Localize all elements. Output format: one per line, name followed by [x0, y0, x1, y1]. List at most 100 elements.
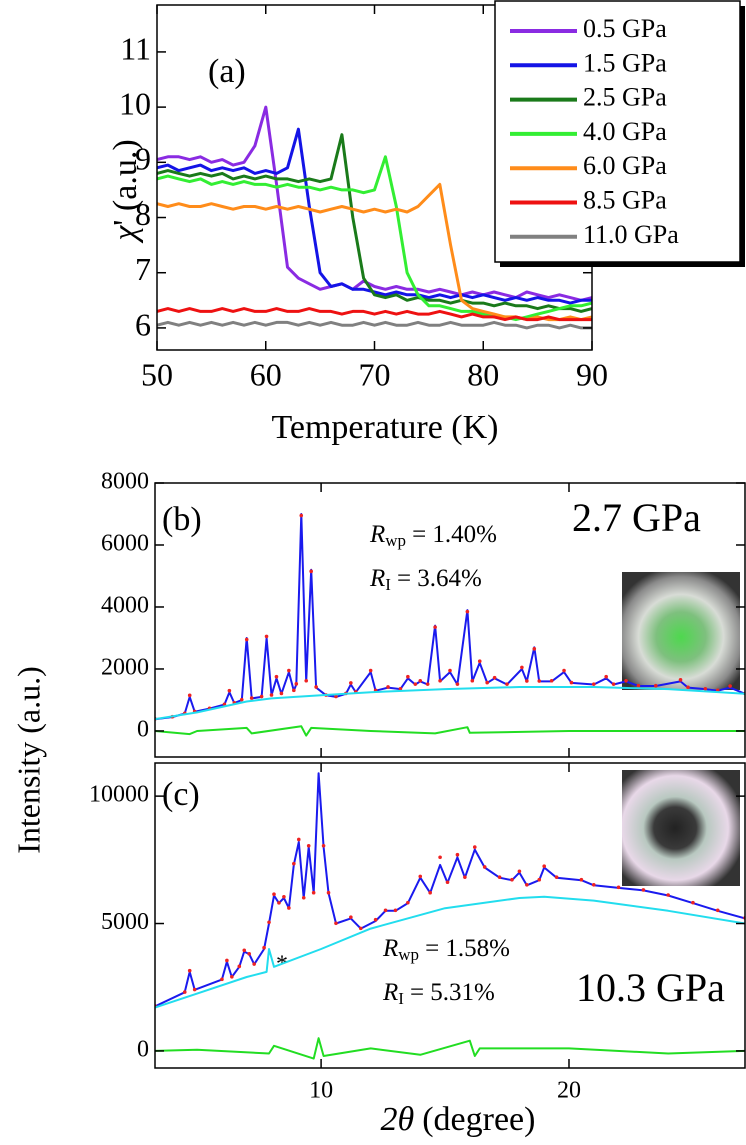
plot-frame	[154, 482, 746, 758]
observed-point	[227, 688, 232, 693]
y-tick-label: 7	[135, 251, 151, 287]
observed-point	[349, 915, 353, 919]
observed-point	[242, 948, 247, 953]
r-factor: RI = 3.64%	[369, 565, 482, 594]
observed-point	[703, 687, 708, 691]
y-tick-label: 6	[135, 306, 151, 342]
observed-point	[537, 679, 542, 683]
observed-point	[287, 668, 291, 673]
observed-point	[192, 987, 197, 992]
inset-photo	[622, 572, 740, 690]
r-factor: Rwp = 1.58%	[382, 935, 510, 964]
observed-point	[438, 678, 442, 683]
observed-point	[666, 893, 670, 897]
observed-point	[386, 685, 390, 689]
x-tick-label: 50	[141, 356, 173, 392]
observed-point	[455, 682, 460, 686]
legend-label: 8.5 GPa	[583, 185, 667, 214]
observed-point	[264, 634, 269, 639]
observed-point	[438, 855, 442, 860]
observed-point	[569, 680, 574, 685]
r-value: = 1.58%	[425, 935, 510, 962]
plot-frame	[154, 762, 746, 1069]
observed-point	[470, 678, 475, 683]
observed-point	[549, 678, 554, 683]
legend-label: 6.0 GPa	[583, 151, 667, 180]
y-tick-label: 8	[135, 196, 151, 232]
observed-point	[301, 895, 306, 900]
observed-point	[691, 900, 695, 905]
legend	[494, 0, 741, 263]
observed-point	[306, 844, 311, 848]
observed-point	[321, 844, 326, 848]
r-symbol: R	[382, 979, 398, 1006]
observed-point	[358, 926, 363, 931]
observed-point	[334, 694, 338, 699]
observed-point	[433, 625, 437, 629]
r-factor: Rwp = 1.40%	[369, 521, 497, 550]
observed-point	[505, 682, 509, 686]
observed-point	[525, 882, 529, 887]
observed-point	[398, 687, 403, 691]
observed-point	[225, 958, 229, 963]
y-tick-label: 10000	[89, 782, 149, 808]
series-line	[157, 127, 592, 305]
observed-point	[477, 659, 482, 664]
observed-point	[492, 675, 497, 680]
x-tick-label: 20	[557, 1078, 581, 1104]
observed-point	[517, 869, 522, 874]
observed-point	[616, 885, 621, 890]
observed-point	[418, 874, 423, 879]
observed-point	[383, 908, 388, 913]
y-tick-label: 5000	[101, 909, 149, 935]
x-tick-label: 10	[309, 1078, 333, 1104]
observed-point	[314, 685, 318, 689]
y-tick-label: 11	[120, 30, 151, 66]
panel-label: (b)	[162, 501, 202, 538]
observed-point	[562, 668, 566, 673]
observed-point	[418, 678, 423, 683]
observed-point	[604, 674, 608, 679]
observed-point	[728, 684, 732, 688]
observed-point	[537, 877, 542, 882]
r-subscript: I	[398, 989, 404, 1008]
observed-point	[317, 748, 321, 752]
observed-point	[277, 901, 281, 905]
legend-label: 11.0 GPa	[583, 220, 679, 249]
plot-area	[155, 748, 745, 1060]
observed-point	[274, 674, 279, 679]
plot-area	[157, 105, 592, 330]
x-tick-label: 80	[467, 356, 499, 392]
observed-point	[292, 861, 296, 866]
observed-point	[304, 678, 309, 683]
legend-label: 1.5 GPa	[583, 48, 667, 77]
observed-point	[279, 691, 284, 696]
series-line	[155, 895, 745, 1009]
observed-point	[715, 908, 720, 913]
x-axis-label-text: (degree)	[422, 1101, 535, 1138]
observed-point	[230, 974, 234, 979]
observed-point	[259, 694, 264, 699]
observed-point	[294, 682, 299, 686]
observed-point	[591, 882, 596, 887]
observed-point	[413, 682, 418, 686]
y-tick-label: 6000	[101, 530, 149, 556]
observed-point	[252, 962, 256, 966]
observed-point	[532, 647, 537, 651]
observed-point	[349, 681, 353, 685]
series-line	[157, 105, 592, 302]
observed-point	[311, 890, 316, 895]
x-axis-label: Temperature (K)	[272, 409, 499, 446]
observed-point	[299, 513, 304, 518]
y-tick-label: 0	[137, 1036, 149, 1062]
y-axis-label: Intensity (a.u.)	[10, 666, 46, 854]
series-line	[155, 725, 745, 737]
r-subscript: wp	[385, 531, 406, 550]
observed-point	[334, 921, 338, 926]
observed-point	[520, 665, 524, 670]
panel-label: (a)	[208, 53, 246, 90]
y-axis-label: χ' (a.u.)	[107, 139, 144, 243]
observed-point	[244, 637, 249, 642]
r-symbol: R	[382, 935, 398, 962]
